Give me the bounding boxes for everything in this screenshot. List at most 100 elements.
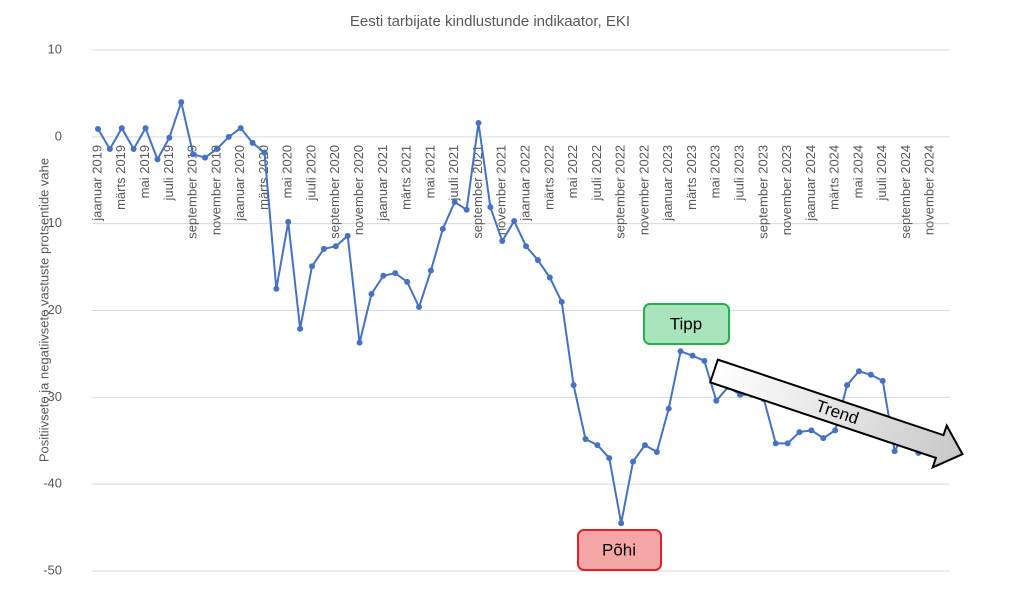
point xyxy=(677,348,684,355)
point xyxy=(261,149,268,156)
x-tick-label: mai 2022 xyxy=(565,145,580,198)
point xyxy=(546,274,553,281)
y-tick-label: -40 xyxy=(43,476,62,491)
point xyxy=(808,427,815,434)
x-tick-label: november 2019 xyxy=(208,145,223,235)
x-tick-label: mai 2023 xyxy=(708,145,723,198)
point xyxy=(106,145,113,152)
x-tick-label: mai 2020 xyxy=(280,145,295,198)
point xyxy=(820,435,827,442)
point xyxy=(499,238,506,245)
x-tick-label: mai 2021 xyxy=(422,145,437,198)
point xyxy=(439,225,446,232)
x-tick-label: märts 2019 xyxy=(113,145,128,210)
x-tick-label: september 2019 xyxy=(185,145,200,239)
y-tick-label: -30 xyxy=(43,389,62,404)
point xyxy=(701,357,708,364)
point xyxy=(285,218,292,225)
x-tick-label: september 2021 xyxy=(470,145,485,239)
grid: 10 0 -10 -20 -30 -40 -50 jaanuar 2019 märts 2019… xyxy=(43,41,950,577)
point xyxy=(344,232,351,239)
x-tick-label: november 2024 xyxy=(922,145,937,235)
point xyxy=(332,243,339,250)
annotation: Tipp xyxy=(670,314,702,333)
x-tick-label: juuli 2023 xyxy=(731,145,746,202)
point xyxy=(879,377,886,384)
point xyxy=(297,325,304,332)
x-tick-label: märts 2022 xyxy=(541,145,556,210)
point xyxy=(796,429,803,436)
chart-title: Eesti tarbijate kindlustunde indikaator,… xyxy=(350,13,630,30)
point xyxy=(368,291,375,298)
point xyxy=(534,257,541,264)
point xyxy=(130,145,137,152)
x-tick-label: juuli 2022 xyxy=(589,145,604,202)
point xyxy=(273,285,280,292)
point xyxy=(665,405,672,412)
point xyxy=(582,436,589,443)
y-tick-label: 10 xyxy=(48,41,62,56)
point xyxy=(380,272,387,279)
point xyxy=(653,449,660,456)
point xyxy=(225,133,232,140)
point xyxy=(249,139,256,146)
point xyxy=(618,520,625,527)
x-tick-label: märts 2023 xyxy=(684,145,699,210)
point xyxy=(630,458,637,465)
point xyxy=(356,339,363,346)
point xyxy=(404,278,411,285)
x-tick-label: mai 2024 xyxy=(850,145,865,198)
x-tick-label: jaanuar 2022 xyxy=(517,145,532,222)
point xyxy=(190,151,197,158)
x-tick-label: november 2020 xyxy=(351,145,366,235)
x-tick-label: september 2024 xyxy=(898,145,913,239)
x-tick-label: juuli 2021 xyxy=(446,145,461,202)
point xyxy=(166,134,173,141)
x-tick-label: jaanuar 2021 xyxy=(375,145,390,222)
point xyxy=(392,270,399,277)
point xyxy=(713,397,720,404)
point xyxy=(784,440,791,447)
point xyxy=(213,145,220,152)
annotation-box xyxy=(643,303,730,345)
point xyxy=(891,448,898,455)
point xyxy=(689,352,696,359)
point xyxy=(487,204,494,211)
point xyxy=(237,125,244,132)
point xyxy=(570,382,577,389)
y-tick-label: 0 xyxy=(55,128,62,143)
x-tick-label: märts 2024 xyxy=(827,145,842,210)
point xyxy=(309,263,316,270)
x-tick-label: september 2022 xyxy=(613,145,628,239)
point xyxy=(118,125,125,132)
x-tick-label: mai 2019 xyxy=(137,145,152,198)
point xyxy=(463,206,470,213)
x-tick-label: jaanuar 2019 xyxy=(89,145,104,222)
x-tick-label: jaanuar 2020 xyxy=(232,145,247,222)
point xyxy=(832,427,839,434)
x-tick-label: november 2023 xyxy=(779,145,794,235)
x-tick-label: november 2022 xyxy=(636,145,651,235)
point xyxy=(867,371,874,378)
point xyxy=(451,198,458,205)
point xyxy=(594,442,601,449)
trend-arrow: Trend xyxy=(708,358,964,470)
annotation-box xyxy=(577,529,662,571)
x-tick-label: märts 2021 xyxy=(399,145,414,210)
x-tick-label: jaanuar 2024 xyxy=(803,145,818,222)
y-tick-label: -50 xyxy=(43,562,62,577)
x-tick-label: juuli 2024 xyxy=(874,145,889,202)
point xyxy=(475,119,482,126)
x-tick-label: juuli 2019 xyxy=(161,145,176,202)
annotation: Põhi xyxy=(602,540,636,559)
point xyxy=(427,267,434,274)
point xyxy=(844,382,851,389)
point xyxy=(855,368,862,375)
point xyxy=(320,245,327,252)
x-tick-label: september 2023 xyxy=(755,145,770,239)
x-tick-label: juuli 2020 xyxy=(303,145,318,202)
x-tick-label: september 2020 xyxy=(327,145,342,239)
y-axis-label: Positiivsete ja negatiivsete vastuste pr… xyxy=(36,158,51,462)
point xyxy=(606,455,613,462)
